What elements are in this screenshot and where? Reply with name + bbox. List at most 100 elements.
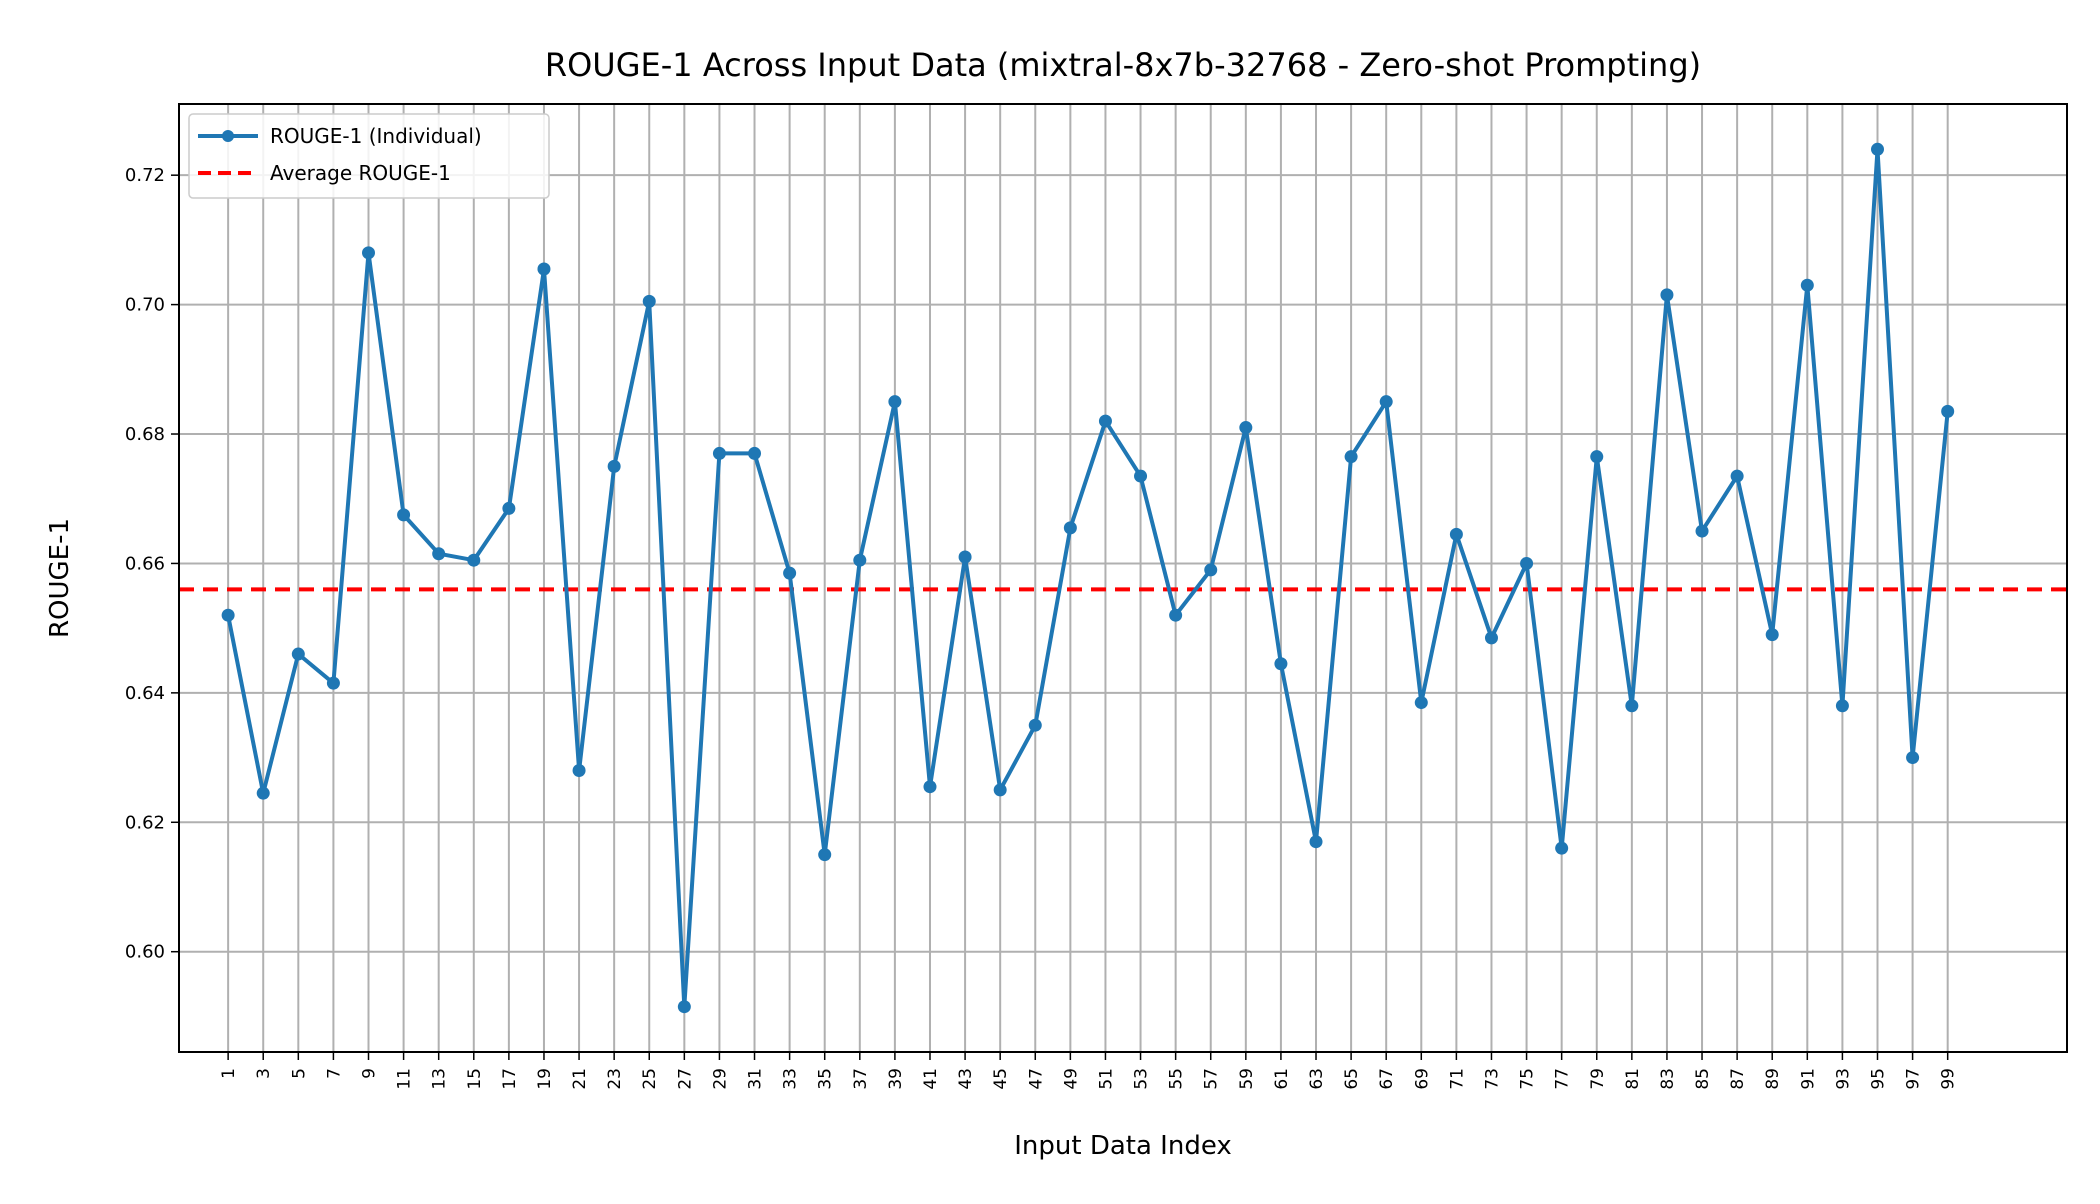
data-point (1941, 404, 1955, 418)
plot-area-frame (178, 103, 2068, 1053)
data-point (853, 553, 867, 567)
x-tick-label: 11 (395, 1068, 415, 1090)
data-point (958, 550, 972, 564)
x-tick-label: 87 (1728, 1068, 1748, 1090)
legend: ROUGE-1 (Individual) Average ROUGE-1 (188, 113, 550, 199)
x-tick-label: 33 (781, 1068, 801, 1090)
x-tick-label: 5 (289, 1068, 309, 1079)
data-point (1098, 414, 1112, 428)
data-point (221, 608, 235, 622)
data-point (1379, 395, 1393, 409)
x-tick-label: 7 (324, 1068, 344, 1079)
x-tick-label: 29 (710, 1068, 730, 1090)
data-point (1449, 527, 1463, 541)
data-point (1520, 556, 1534, 570)
data-point (818, 848, 832, 862)
x-tick-label: 61 (1272, 1068, 1292, 1090)
data-point (923, 780, 937, 794)
x-tick-label: 93 (1833, 1068, 1853, 1090)
legend-label-individual: ROUGE-1 (Individual) (270, 124, 482, 148)
y-axis-label: ROUGE-1 (45, 518, 75, 638)
x-tick-label: 81 (1623, 1068, 1643, 1090)
x-axis-label: Input Data Index (1014, 1131, 1232, 1161)
data-point (1660, 288, 1674, 302)
x-tick-label: 19 (535, 1068, 555, 1090)
x-tick-label: 49 (1061, 1068, 1081, 1090)
data-point (537, 262, 551, 276)
data-point (291, 647, 305, 661)
x-tick-label: 39 (886, 1068, 906, 1090)
data-point (1204, 563, 1218, 577)
x-tick-label: 89 (1763, 1068, 1783, 1090)
y-axis-ticks: 0.60 0.62 0.64 0.66 0.68 0.70 0.72 (125, 165, 179, 963)
x-tick-label: 73 (1482, 1068, 1502, 1090)
chart-title: ROUGE-1 Across Input Data (mixtral-8x7b-… (545, 46, 1701, 84)
y-tick-label: 0.68 (125, 424, 165, 445)
data-point (1625, 699, 1639, 713)
x-tick-label: 35 (816, 1068, 836, 1090)
x-tick-label: 41 (921, 1068, 941, 1090)
y-tick-label: 0.72 (125, 165, 165, 186)
series-layer (221, 142, 1955, 1014)
x-tick-label: 3 (254, 1068, 274, 1079)
x-tick-label: 51 (1096, 1068, 1116, 1090)
data-point (397, 508, 411, 522)
data-point (748, 446, 762, 460)
x-tick-label: 77 (1553, 1068, 1573, 1090)
legend-label-average: Average ROUGE-1 (270, 161, 451, 185)
x-tick-label: 43 (956, 1068, 976, 1090)
data-point (362, 246, 376, 260)
x-tick-label: 99 (1939, 1068, 1959, 1090)
data-point (888, 395, 902, 409)
data-point (1484, 631, 1498, 645)
data-point (1414, 696, 1428, 710)
x-tick-label: 55 (1167, 1068, 1187, 1090)
x-tick-label: 13 (430, 1068, 450, 1090)
data-point (1063, 521, 1077, 535)
x-tick-label: 69 (1412, 1068, 1432, 1090)
x-tick-label: 71 (1447, 1068, 1467, 1090)
x-tick-label: 1 (219, 1068, 239, 1079)
data-point (1134, 469, 1148, 483)
x-tick-label: 67 (1377, 1068, 1397, 1090)
data-point (783, 566, 797, 580)
data-point (993, 783, 1007, 797)
data-point (1274, 657, 1288, 671)
x-tick-label: 65 (1342, 1068, 1362, 1090)
x-tick-label: 23 (605, 1068, 625, 1090)
data-point (1309, 835, 1323, 849)
data-point (1695, 524, 1709, 538)
data-point (1800, 278, 1814, 292)
data-point (1028, 718, 1042, 732)
data-point (1730, 469, 1744, 483)
x-tick-label: 57 (1202, 1068, 1222, 1090)
data-point (467, 553, 481, 567)
data-point (256, 786, 270, 800)
x-axis-ticks: 1 3 5 7 9 11 13 15 17 19 21 23 25 27 29 31 33 35 37 39 41 43 4… (219, 1052, 1959, 1090)
x-tick-label: 47 (1026, 1068, 1046, 1090)
data-point (502, 501, 516, 515)
data-point (642, 294, 656, 308)
x-tick-label: 27 (675, 1068, 695, 1090)
x-tick-label: 59 (1237, 1068, 1257, 1090)
x-tick-label: 83 (1658, 1068, 1678, 1090)
x-tick-label: 17 (500, 1068, 520, 1090)
data-point (712, 446, 726, 460)
rouge-1-series-line (226, 147, 1950, 1009)
grid-lines (179, 104, 2067, 1052)
x-tick-label: 75 (1518, 1068, 1538, 1090)
x-tick-label: 15 (465, 1068, 485, 1090)
data-point (1344, 450, 1358, 464)
x-tick-label: 53 (1132, 1068, 1152, 1090)
data-point (1169, 608, 1183, 622)
y-tick-label: 0.70 (125, 295, 165, 316)
x-tick-label: 63 (1307, 1068, 1327, 1090)
legend-frame (188, 113, 550, 199)
data-point (677, 1000, 691, 1014)
data-point (1765, 628, 1779, 642)
data-point (1239, 421, 1253, 435)
x-tick-label: 25 (640, 1068, 660, 1090)
data-point (1590, 450, 1604, 464)
data-point (1555, 841, 1569, 855)
